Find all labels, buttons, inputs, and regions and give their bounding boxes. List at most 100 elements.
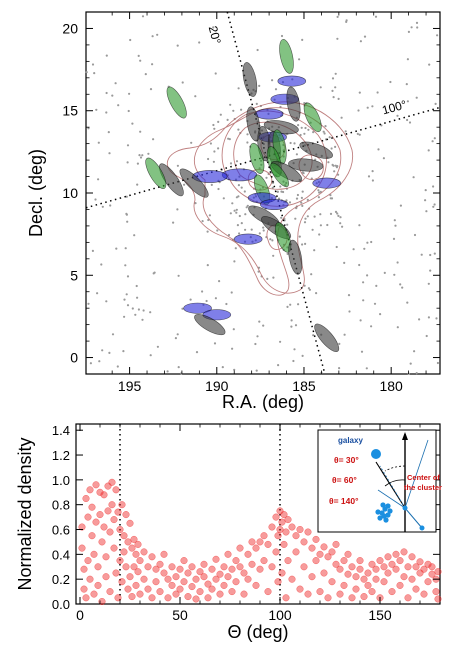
- background-galaxy: [318, 191, 321, 194]
- sky-ytick-label: 10: [62, 185, 78, 201]
- background-galaxy: [123, 315, 126, 318]
- density-point: [92, 518, 100, 526]
- density-ylabel: Normalized density: [15, 437, 35, 590]
- density-point: [200, 560, 208, 568]
- density-point: [384, 569, 392, 577]
- background-galaxy: [144, 73, 147, 76]
- background-galaxy: [425, 210, 428, 213]
- background-galaxy: [383, 271, 386, 274]
- background-galaxy: [336, 165, 339, 168]
- density-point: [388, 588, 396, 596]
- background-galaxy: [176, 333, 179, 336]
- group-ellipse-green: [145, 157, 167, 189]
- background-galaxy: [409, 362, 412, 365]
- background-galaxy: [304, 126, 307, 130]
- background-galaxy: [233, 209, 236, 212]
- group-ellipse-black: [246, 106, 261, 142]
- background-galaxy: [367, 175, 371, 178]
- background-galaxy: [299, 133, 302, 137]
- density-point: [192, 575, 200, 583]
- background-galaxy: [105, 54, 108, 57]
- background-galaxy: [176, 164, 179, 167]
- density-point: [98, 538, 106, 546]
- density-point: [274, 532, 282, 540]
- density-ytick-label: 0.6: [52, 523, 70, 538]
- background-galaxy: [96, 292, 99, 295]
- background-galaxy: [195, 351, 199, 354]
- background-galaxy: [371, 170, 374, 173]
- density-point: [148, 594, 156, 602]
- group-ellipse-black: [299, 141, 333, 159]
- density-point: [274, 578, 282, 586]
- background-galaxy: [134, 313, 137, 316]
- density-point: [86, 486, 94, 494]
- background-galaxy: [236, 224, 239, 227]
- background-galaxy: [232, 109, 235, 112]
- density-point: [212, 555, 220, 563]
- background-galaxy: [308, 288, 311, 291]
- background-galaxy: [240, 186, 243, 189]
- sky-xtick-label: 185: [292, 378, 316, 394]
- background-galaxy: [410, 26, 413, 29]
- background-galaxy: [277, 364, 280, 367]
- background-galaxy: [415, 372, 418, 375]
- inset-angle-60: θ= 60°: [332, 475, 357, 485]
- background-galaxy: [256, 48, 259, 52]
- background-galaxy: [129, 38, 132, 42]
- background-galaxy: [286, 223, 289, 226]
- background-galaxy: [312, 334, 315, 337]
- background-galaxy: [172, 221, 175, 224]
- background-galaxy: [333, 170, 336, 173]
- background-galaxy: [357, 109, 360, 112]
- sky-ytick-label: 5: [70, 267, 78, 283]
- background-galaxy: [332, 96, 335, 99]
- density-point: [434, 568, 442, 576]
- background-galaxy: [111, 94, 114, 97]
- density-point: [320, 543, 328, 551]
- density-point: [104, 507, 112, 515]
- density-point: [312, 557, 320, 565]
- background-galaxy: [147, 152, 150, 155]
- background-galaxy: [366, 106, 369, 109]
- density-ytick-label: 1.2: [52, 448, 70, 463]
- density-point: [82, 494, 90, 503]
- background-galaxy: [258, 320, 261, 323]
- background-galaxy: [347, 294, 351, 297]
- background-galaxy: [124, 264, 127, 267]
- inset-center-label-1: Center of: [407, 473, 440, 482]
- background-galaxy: [97, 141, 100, 144]
- background-galaxy: [107, 131, 110, 134]
- background-galaxy: [282, 190, 285, 194]
- density-point: [78, 523, 86, 531]
- background-galaxy: [194, 202, 197, 205]
- background-galaxy: [262, 324, 265, 327]
- background-galaxy: [274, 88, 278, 91]
- background-galaxy: [286, 305, 289, 308]
- background-galaxy: [405, 83, 408, 86]
- density-ytick-label: 0.0: [52, 597, 70, 612]
- background-galaxy: [128, 92, 131, 95]
- geometry-inset: galaxy θ= 30° θ= 60° θ= 140° Center of t…: [317, 429, 442, 533]
- background-galaxy: [356, 132, 359, 135]
- density-point: [312, 535, 320, 543]
- density-point: [140, 575, 148, 583]
- sky-map-panel: 20° 100° 195 190 185 180 0 5 10 15 20 R.A. (deg)…: [26, 11, 441, 412]
- background-galaxy: [98, 360, 101, 363]
- background-galaxy: [181, 307, 184, 310]
- density-point: [84, 557, 92, 565]
- background-galaxy: [393, 273, 396, 276]
- density-point: [392, 550, 400, 558]
- inset-cluster-member: [377, 515, 383, 521]
- background-galaxy: [427, 316, 430, 319]
- density-point: [80, 585, 88, 593]
- background-galaxy: [336, 15, 339, 18]
- density-point: [380, 563, 388, 571]
- background-galaxy: [318, 233, 321, 236]
- background-galaxy: [244, 213, 247, 216]
- background-galaxy: [272, 254, 275, 257]
- background-galaxy: [136, 162, 139, 165]
- background-galaxy: [141, 318, 144, 321]
- density-point: [264, 540, 272, 548]
- background-galaxy: [214, 297, 217, 300]
- background-galaxy: [123, 298, 126, 301]
